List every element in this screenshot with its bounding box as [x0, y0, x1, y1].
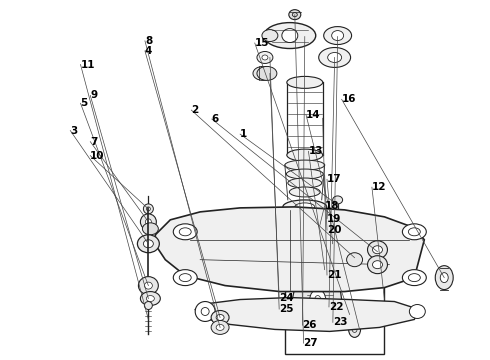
Ellipse shape	[286, 169, 323, 179]
Ellipse shape	[409, 305, 425, 319]
Ellipse shape	[211, 320, 229, 334]
Ellipse shape	[137, 235, 159, 253]
Text: 14: 14	[306, 110, 320, 120]
Ellipse shape	[144, 204, 153, 214]
Ellipse shape	[147, 296, 154, 302]
Ellipse shape	[291, 237, 318, 251]
Ellipse shape	[287, 76, 323, 88]
Ellipse shape	[295, 220, 315, 232]
Text: 10: 10	[90, 150, 105, 161]
Ellipse shape	[402, 224, 426, 240]
Ellipse shape	[264, 23, 316, 49]
Text: 3: 3	[70, 126, 77, 135]
Ellipse shape	[216, 324, 224, 330]
Text: 26: 26	[303, 320, 317, 330]
Ellipse shape	[144, 240, 153, 248]
Ellipse shape	[288, 178, 322, 188]
Text: 17: 17	[327, 174, 342, 184]
Ellipse shape	[141, 214, 156, 230]
Ellipse shape	[368, 256, 388, 274]
Text: 13: 13	[308, 146, 323, 156]
Text: 16: 16	[342, 94, 356, 104]
Ellipse shape	[257, 67, 277, 80]
Ellipse shape	[143, 223, 158, 235]
Ellipse shape	[283, 200, 327, 214]
Ellipse shape	[253, 67, 273, 80]
Ellipse shape	[315, 271, 325, 283]
Ellipse shape	[257, 51, 273, 63]
Text: 8: 8	[145, 36, 152, 46]
Ellipse shape	[287, 210, 323, 220]
Ellipse shape	[372, 261, 383, 269]
Ellipse shape	[173, 224, 197, 240]
Ellipse shape	[440, 273, 448, 283]
Ellipse shape	[324, 27, 352, 45]
Ellipse shape	[332, 31, 343, 41]
Polygon shape	[155, 207, 424, 292]
Text: 4: 4	[145, 46, 152, 56]
Ellipse shape	[282, 28, 298, 42]
Ellipse shape	[289, 187, 320, 197]
Bar	[285, 260, 385, 354]
Ellipse shape	[287, 149, 323, 161]
Ellipse shape	[372, 246, 383, 254]
Ellipse shape	[310, 289, 326, 310]
Text: 6: 6	[212, 114, 219, 124]
Text: 19: 19	[327, 214, 342, 224]
Text: 12: 12	[372, 182, 387, 192]
Ellipse shape	[301, 223, 309, 229]
Text: 24: 24	[279, 293, 294, 303]
Ellipse shape	[262, 30, 278, 41]
Ellipse shape	[318, 48, 350, 67]
Ellipse shape	[348, 321, 361, 337]
Text: 1: 1	[240, 129, 247, 139]
Ellipse shape	[368, 241, 388, 259]
Text: 18: 18	[324, 201, 339, 211]
Ellipse shape	[285, 245, 325, 259]
Ellipse shape	[289, 10, 301, 20]
Ellipse shape	[333, 196, 343, 204]
Text: 5: 5	[80, 98, 88, 108]
Ellipse shape	[285, 160, 325, 170]
Text: 15: 15	[255, 38, 270, 48]
Polygon shape	[292, 280, 342, 328]
Ellipse shape	[195, 302, 215, 321]
Ellipse shape	[216, 315, 224, 320]
Ellipse shape	[211, 310, 229, 324]
Ellipse shape	[145, 302, 152, 310]
Ellipse shape	[328, 53, 342, 62]
Text: 20: 20	[327, 225, 342, 235]
Text: 22: 22	[329, 302, 343, 312]
Text: 9: 9	[90, 90, 98, 100]
Text: 11: 11	[80, 59, 95, 69]
Ellipse shape	[262, 55, 268, 60]
Text: 23: 23	[333, 318, 347, 327]
Text: 7: 7	[90, 137, 98, 147]
Text: 25: 25	[279, 304, 294, 314]
Ellipse shape	[295, 203, 315, 211]
Text: 27: 27	[304, 338, 318, 348]
Polygon shape	[195, 298, 419, 332]
Ellipse shape	[402, 270, 426, 285]
Ellipse shape	[138, 276, 158, 294]
Ellipse shape	[277, 232, 333, 256]
Ellipse shape	[146, 219, 151, 225]
Ellipse shape	[435, 266, 453, 289]
Ellipse shape	[141, 292, 160, 306]
Ellipse shape	[145, 282, 152, 289]
Text: 21: 21	[327, 270, 342, 280]
Ellipse shape	[346, 253, 363, 267]
Ellipse shape	[173, 270, 197, 285]
Text: 2: 2	[191, 105, 198, 115]
